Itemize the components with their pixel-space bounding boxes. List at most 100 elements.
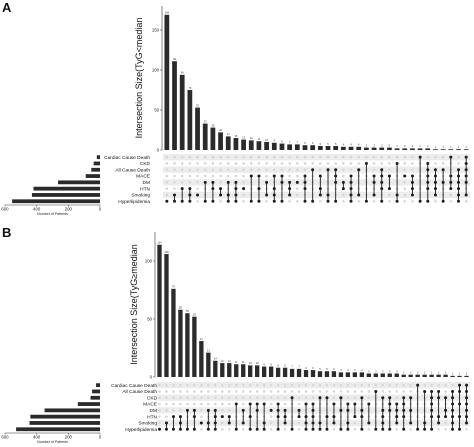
set-size-bar (85, 174, 100, 178)
matrix-dot-filled (416, 383, 420, 387)
matrix-dot-filled (206, 421, 210, 425)
bar-value-label: 3 (366, 143, 368, 147)
matrix-row-band (163, 191, 470, 199)
matrix-dot-empty (342, 199, 345, 203)
matrix-dot-filled (339, 408, 343, 412)
intersection-bar (425, 148, 431, 150)
matrix-dot-filled (227, 421, 231, 425)
matrix-dot-empty (434, 155, 437, 159)
matrix-dot-filled (171, 427, 175, 431)
matrix-dot-filled (426, 180, 430, 184)
matrix-dot-filled (339, 396, 343, 400)
matrix-dot-filled (346, 427, 350, 431)
matrix-dot-filled (372, 193, 376, 197)
matrix-dot-empty (311, 155, 314, 159)
set-name-label: DM (143, 180, 150, 186)
matrix-dot-filled (326, 199, 330, 203)
matrix-dot-filled (423, 389, 427, 393)
intersection-bar (213, 360, 218, 377)
matrix-row-band (163, 154, 470, 161)
matrix-dot-empty (360, 383, 364, 387)
matrix-dot-empty (219, 168, 222, 172)
matrix-dot-filled (334, 168, 338, 172)
intersection-bar (206, 352, 211, 377)
matrix-dot-empty (200, 402, 203, 406)
matrix-dot-filled (395, 415, 399, 419)
matrix-dot-filled (433, 174, 437, 178)
matrix-dot-filled (430, 427, 434, 431)
intersection-bar (402, 148, 408, 150)
intersection-bar (440, 149, 446, 150)
bar-value-label: 31 (200, 337, 203, 341)
matrix-dot-empty (303, 168, 307, 172)
matrix-dot-empty (242, 193, 245, 197)
matrix-dot-filled (430, 402, 434, 406)
matrix-dot-filled (234, 402, 238, 406)
set-size-bar (96, 383, 100, 388)
matrix-dot-empty (311, 396, 315, 400)
matrix-dot-empty (158, 415, 161, 418)
matrix-dot-empty (283, 402, 287, 406)
set-size-bar (31, 193, 101, 197)
set-size-bar (91, 167, 100, 172)
matrix-dot-filled (464, 193, 468, 197)
matrix-dot-empty (211, 162, 215, 165)
intersection-bar (261, 366, 267, 377)
matrix-dot-empty (186, 390, 189, 393)
matrix-dot-filled (465, 421, 469, 425)
matrix-dot-empty (165, 409, 168, 412)
matrix-dot-empty (241, 402, 245, 406)
matrix-dot-filled (206, 427, 210, 431)
set-name-label: CKD (140, 161, 151, 167)
bar-value-label: 3 (373, 143, 375, 147)
matrix-dot-empty (269, 427, 273, 431)
matrix-dot-filled (380, 187, 384, 191)
matrix-dot-empty (346, 396, 350, 400)
matrix-dot-empty (303, 162, 307, 165)
matrix-dot-filled (318, 193, 322, 197)
set-size-bar (93, 161, 100, 166)
matrix-dot-filled (395, 161, 399, 165)
matrix-dot-empty (437, 383, 440, 387)
bar-value-label: 4 (350, 143, 352, 147)
bar-value-label: 58 (179, 306, 182, 310)
matrix-dot-filled (388, 408, 392, 412)
matrix-dot-filled (360, 427, 364, 431)
matrix-dot-empty (325, 390, 329, 393)
matrix-dot-empty (158, 396, 161, 400)
matrix-dot-empty (342, 174, 345, 178)
matrix-dot-empty (297, 383, 301, 387)
matrix-dot-filled (318, 421, 322, 425)
matrix-dot-empty (173, 181, 176, 184)
matrix-dot-filled (380, 174, 384, 178)
matrix-dot-empty (283, 427, 287, 431)
matrix-dot-empty (165, 155, 169, 159)
intersection-bar (234, 364, 239, 377)
intersection-bar (296, 368, 302, 377)
matrix-dot-filled (458, 402, 462, 406)
matrix-dot-filled (249, 174, 253, 178)
matrix-dot-filled (395, 193, 399, 197)
matrix-dot-filled (367, 421, 371, 425)
matrix-dot-filled (173, 193, 177, 197)
matrix-dot-filled (248, 427, 252, 431)
matrix-dot-filled (451, 427, 455, 431)
matrix-dot-filled (171, 415, 175, 419)
matrix-dot-filled (441, 180, 445, 184)
matrix-dot-empty (234, 383, 238, 387)
intersection-bar (317, 146, 323, 150)
matrix-dot-filled (402, 415, 406, 419)
matrix-dot-filled (332, 402, 336, 406)
matrix-dot-filled (297, 415, 301, 419)
matrix-dot-empty (158, 402, 161, 406)
matrix-dot-empty (381, 390, 385, 393)
intersection-bar (338, 372, 344, 377)
matrix-dot-empty (311, 390, 315, 393)
bar-value-label: 6 (312, 141, 314, 145)
matrix-dot-empty (186, 402, 189, 406)
matrix-dot-empty (426, 155, 430, 159)
bar-value-label: 15 (234, 134, 237, 138)
matrix-dot-empty (188, 155, 192, 159)
matrix-dot-empty (234, 162, 238, 165)
